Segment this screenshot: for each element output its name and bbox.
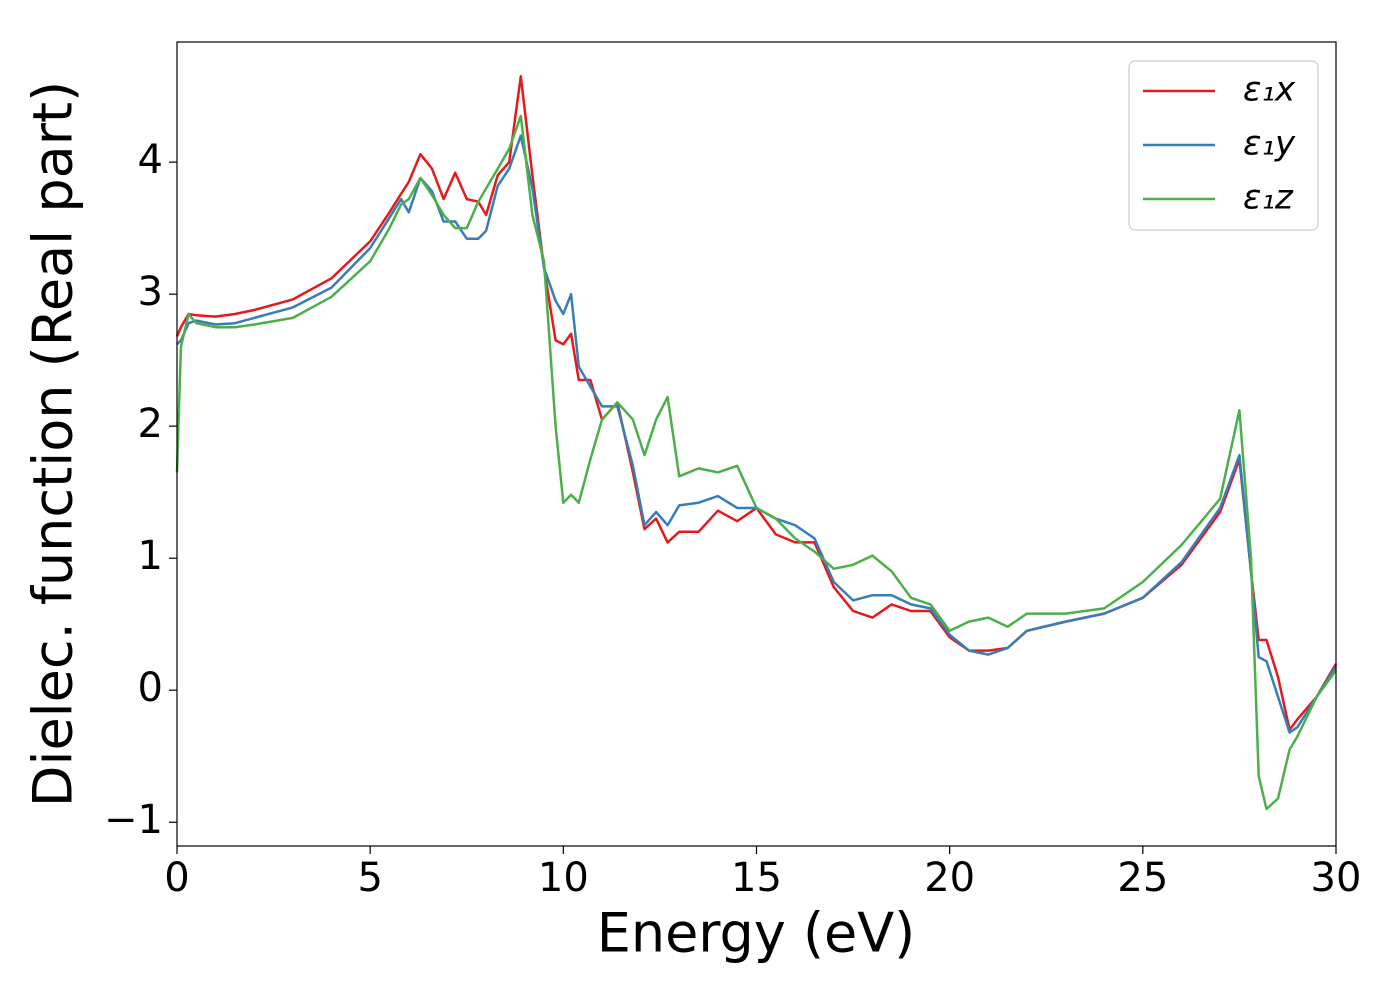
- y-tick-label: 0: [138, 665, 163, 711]
- x-tick-label: 25: [1117, 855, 1168, 901]
- legend-box: [1128, 60, 1319, 231]
- series-line: [175, 114, 1338, 811]
- y-tick-label: 4: [138, 137, 163, 183]
- x-tick-label: 15: [731, 855, 782, 901]
- y-tick-label: 1: [138, 533, 163, 579]
- y-axis-label: Dielec. function (Real part): [22, 81, 85, 807]
- x-tick-label: 30: [1311, 855, 1362, 901]
- x-axis-label: Energy (eV): [597, 902, 916, 965]
- x-tick-label: 5: [357, 855, 382, 901]
- x-tick-label: 0: [164, 855, 189, 901]
- x-tick-label: 10: [538, 855, 589, 901]
- y-tick-label: 3: [138, 269, 163, 315]
- y-tick-label: 2: [138, 401, 163, 447]
- legend-label: ε₁y: [1243, 124, 1296, 164]
- plot-frame: [176, 41, 1337, 847]
- y-tick-label: −1: [104, 797, 163, 843]
- legend-label: ε₁x: [1243, 70, 1296, 110]
- legend-label: ε₁z: [1243, 178, 1294, 218]
- x-tick-label: 20: [924, 855, 975, 901]
